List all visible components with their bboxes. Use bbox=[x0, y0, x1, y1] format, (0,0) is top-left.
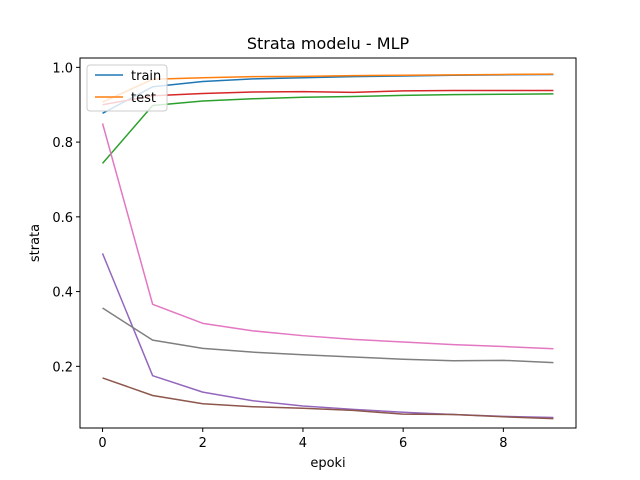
x-tick-label: 4 bbox=[299, 436, 307, 451]
x-tick-label: 8 bbox=[499, 436, 507, 451]
x-axis-label: epoki bbox=[310, 456, 345, 471]
y-tick-label: 1.0 bbox=[52, 61, 73, 76]
y-axis: 0.2 0.4 0.6 0.8 1.0 bbox=[52, 61, 80, 375]
chart-title: Strata modelu - MLP bbox=[247, 34, 410, 53]
plot-area-frame bbox=[79, 57, 577, 429]
y-tick-label: 0.6 bbox=[52, 211, 73, 226]
y-axis-label: strata bbox=[28, 224, 43, 262]
x-tick-label: 6 bbox=[399, 436, 407, 451]
series-line-7 bbox=[101, 123, 554, 350]
x-tick-label: 0 bbox=[98, 436, 106, 451]
series-line-5 bbox=[101, 253, 554, 419]
x-tick-label: 2 bbox=[199, 436, 207, 451]
series-line-4 bbox=[102, 89, 554, 106]
x-axis: 0 2 4 6 8 bbox=[98, 428, 507, 451]
y-tick-label: 0.8 bbox=[52, 136, 73, 151]
legend-frame bbox=[86, 64, 168, 112]
y-tick-label: 0.4 bbox=[52, 286, 73, 301]
series-line-8 bbox=[102, 307, 554, 364]
legend-label-test: test bbox=[131, 91, 156, 106]
legend-label-train: train bbox=[131, 69, 161, 84]
y-tick-label: 0.2 bbox=[52, 360, 73, 375]
series-line-6 bbox=[102, 377, 554, 420]
series-line-2 bbox=[102, 73, 554, 103]
plot-lines bbox=[101, 73, 554, 420]
legend: train test bbox=[86, 64, 168, 112]
series-line-3 bbox=[101, 93, 554, 164]
